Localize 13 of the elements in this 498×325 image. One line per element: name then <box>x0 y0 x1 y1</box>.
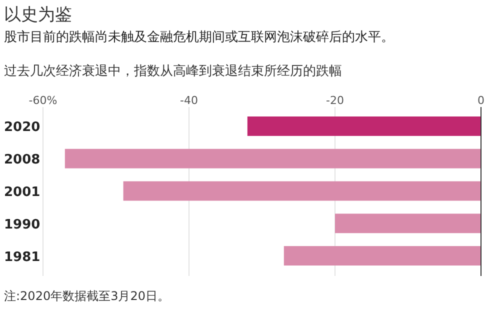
text: 注:2020年数据截至3月20日。 <box>4 289 170 303</box>
y-tick-label: 1990 <box>4 217 40 232</box>
x-tick-label: 0 <box>478 94 484 107</box>
y-tick-label: 1981 <box>4 250 40 265</box>
chart-subtitle: 股市目前的跌幅尚未触及金融危机期间或互联网泡沫破碎后的水平。 <box>4 30 394 45</box>
y-tick-label: 2020 <box>4 120 40 136</box>
x-tick-label: -40 <box>180 94 198 107</box>
y-tick-label: 2001 <box>4 185 40 200</box>
x-tick-label: -20 <box>326 94 344 107</box>
text: 过去几次经济衰退中，指数从高峰到衰退结束所经历的跌幅 <box>4 63 342 79</box>
y-tick-label: 2008 <box>4 152 40 168</box>
x-tick-label: -60% <box>28 94 58 107</box>
chart-title: 以史为鉴 <box>4 5 72 25</box>
